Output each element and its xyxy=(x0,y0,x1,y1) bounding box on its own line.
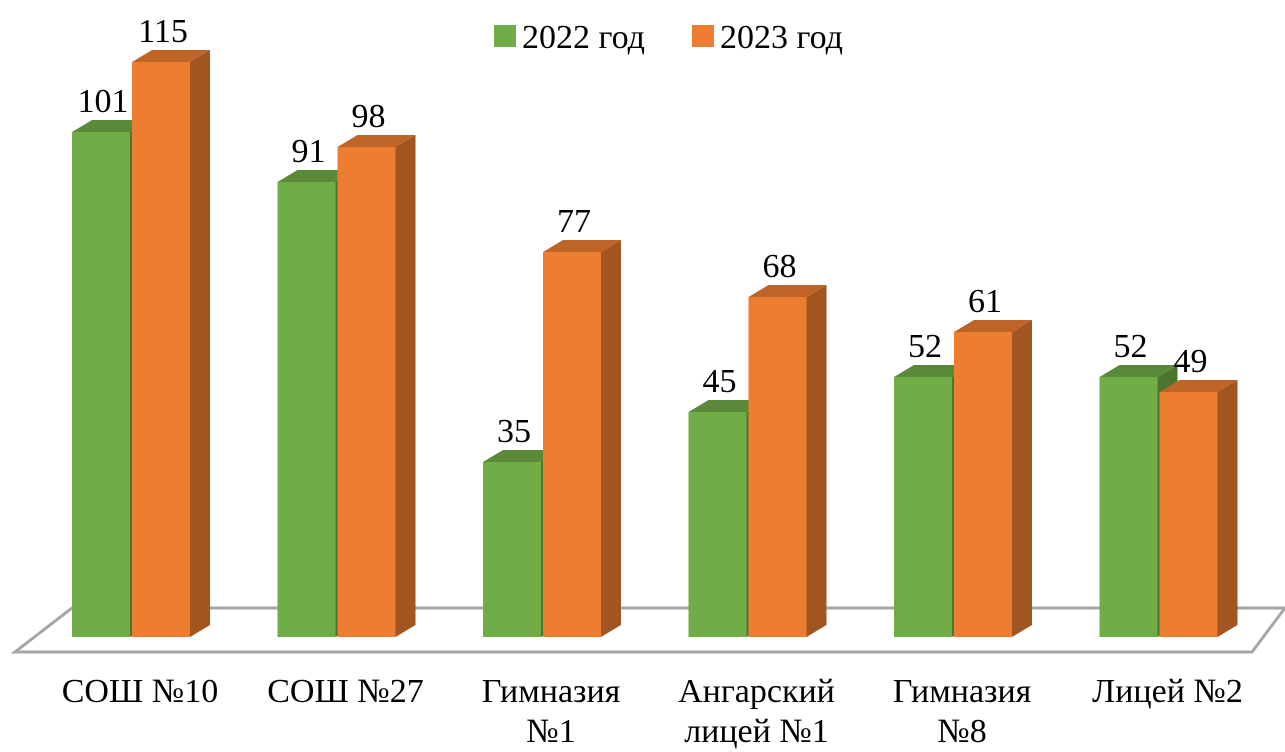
bar xyxy=(748,285,827,637)
bar-front xyxy=(1159,392,1218,637)
bar-front xyxy=(688,412,747,637)
x-tick-label: Лицей №2 xyxy=(1092,673,1243,710)
bar-top xyxy=(894,365,972,377)
bar-top xyxy=(337,135,416,147)
legend-label: 2023 год xyxy=(720,19,843,56)
legend-swatch xyxy=(494,25,516,47)
bar-front xyxy=(132,62,190,637)
value-label: 115 xyxy=(138,13,188,50)
value-label: 77 xyxy=(557,203,591,240)
value-label: 52 xyxy=(908,328,942,365)
bar-top xyxy=(543,240,621,252)
value-label: 68 xyxy=(763,248,797,285)
bar-top xyxy=(688,400,767,412)
bar-front xyxy=(277,182,336,637)
bar xyxy=(954,320,1032,637)
bar-front xyxy=(483,462,541,637)
value-label: 61 xyxy=(968,283,1002,320)
bar xyxy=(337,135,416,637)
bar-front xyxy=(543,252,601,637)
bar xyxy=(132,50,210,637)
bar-side xyxy=(190,50,210,637)
bar-side xyxy=(806,285,827,637)
bar-front xyxy=(894,377,952,637)
bar-top xyxy=(72,120,150,132)
bar-side xyxy=(601,240,621,637)
value-label: 49 xyxy=(1174,343,1208,380)
bar-side xyxy=(1217,380,1238,637)
bar-top xyxy=(1099,365,1178,377)
x-tick-label: Ангарский лицей №1 xyxy=(678,673,835,750)
bar-top xyxy=(954,320,1032,332)
bar-front xyxy=(748,297,807,637)
bar-top xyxy=(132,50,210,62)
x-tick-label: СОШ №10 xyxy=(61,673,219,710)
bar-front xyxy=(1099,377,1158,637)
floor xyxy=(10,606,1285,654)
value-label: 98 xyxy=(352,98,386,135)
bar xyxy=(543,240,621,637)
bar-side xyxy=(395,135,416,637)
bar-top xyxy=(1159,380,1238,392)
legend-swatch xyxy=(692,25,714,47)
bar-side xyxy=(1012,320,1032,637)
legend-label: 2022 год xyxy=(522,19,645,56)
x-tick-label: Гимназия №8 xyxy=(892,673,1032,750)
value-label: 101 xyxy=(78,83,129,120)
bar-front xyxy=(72,132,130,637)
bar-front xyxy=(337,147,396,637)
value-label: 45 xyxy=(703,363,737,400)
bar-top xyxy=(277,170,356,182)
x-tick-label: СОШ №27 xyxy=(267,673,424,710)
value-label: 35 xyxy=(497,413,531,450)
value-label: 52 xyxy=(1114,328,1148,365)
bar-top xyxy=(748,285,827,297)
x-tick-label: Гимназия №1 xyxy=(481,673,621,750)
value-label: 91 xyxy=(292,133,326,170)
bar-front xyxy=(954,332,1012,637)
bar xyxy=(1159,380,1238,637)
bar-top xyxy=(483,450,561,462)
